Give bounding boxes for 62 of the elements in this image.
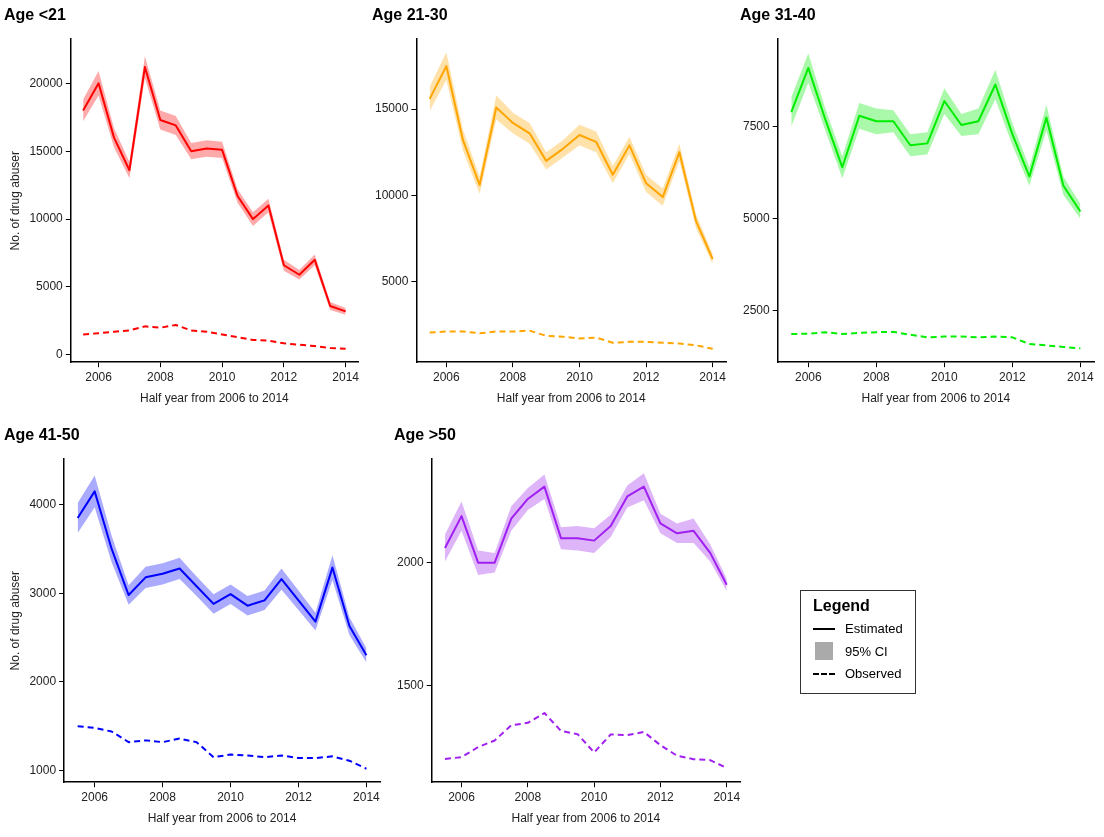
x-tick-label: 2008 (862, 369, 890, 384)
x-tick-label: 2010 (566, 369, 594, 384)
y-tick-label: 7500 (742, 119, 771, 134)
x-tick-label: 2012 (270, 369, 298, 384)
x-tick-label: 2014 (1067, 369, 1095, 384)
x-tick-label: 2008 (514, 789, 542, 804)
y-tick-label: 15000 (374, 101, 409, 116)
x-tick-label: 2014 (353, 789, 381, 804)
text: Estimated (845, 621, 903, 636)
line-series (82, 324, 347, 350)
y-tick-label: 4000 (29, 496, 57, 511)
text: 95% CI (845, 643, 888, 659)
y-tick-label: 2000 (29, 674, 57, 689)
chart-title: Age >50 (394, 426, 456, 444)
y-tick-label: 10000 (29, 211, 64, 226)
y-tick-label: 20000 (29, 75, 64, 90)
x-tick-label: 2010 (217, 789, 245, 804)
chart-title: Age 31-40 (740, 6, 816, 24)
chart-title: Age 41-50 (4, 426, 80, 444)
y-axis-title: No. of drug abuser (7, 571, 22, 671)
chart-title: Age 21-30 (372, 6, 448, 24)
x-tick-label: 2010 (580, 789, 608, 804)
x-tick-label: 2006 (81, 789, 109, 804)
y-axis-title: No. of drug abuser (7, 151, 22, 251)
y-tick-label: 5000 (381, 273, 409, 288)
x-tick-label: 2012 (647, 789, 675, 804)
x-tick-label: 2008 (499, 369, 527, 384)
legend-title: Legend (813, 597, 871, 615)
x-tick-label: 2008 (149, 789, 177, 804)
line-series (428, 329, 714, 350)
x-axis-title: Half year from 2006 to 2014 (147, 811, 297, 826)
line-series (76, 725, 368, 770)
line-series (790, 330, 1082, 350)
text: Observed (845, 666, 902, 681)
x-tick-label: 2012 (632, 369, 660, 384)
y-tick-label: 5000 (742, 211, 771, 226)
y-tick-label: 1500 (396, 677, 425, 692)
x-tick-label: 2012 (285, 789, 313, 804)
x-tick-label: 2010 (931, 369, 959, 384)
x-tick-label: 2006 (85, 369, 113, 384)
x-tick-label: 2008 (146, 369, 175, 384)
x-axis-title: Half year from 2006 to 2014 (496, 391, 646, 406)
x-axis-title: Half year from 2006 to 2014 (861, 391, 1011, 406)
x-tick-label: 2014 (713, 789, 741, 804)
y-tick-label: 10000 (374, 187, 409, 202)
chart-title: Age <21 (4, 6, 66, 24)
y-tick-label: 2000 (396, 555, 425, 570)
y-tick-label: 1000 (29, 762, 57, 777)
x-tick-label: 2014 (332, 369, 360, 384)
x-axis-title: Half year from 2006 to 2014 (511, 811, 661, 826)
x-tick-label: 2006 (432, 369, 460, 384)
x-tick-label: 2006 (794, 369, 822, 384)
x-tick-label: 2006 (448, 789, 476, 804)
x-tick-label: 2014 (699, 369, 727, 384)
x-tick-label: 2012 (999, 369, 1027, 384)
y-tick-label: 5000 (36, 279, 64, 294)
y-tick-label: 0 (56, 347, 64, 362)
x-tick-label: 2010 (208, 369, 236, 384)
x-axis-title: Half year from 2006 to 2014 (140, 391, 290, 406)
y-tick-label: 2500 (742, 303, 771, 318)
y-tick-label: 15000 (29, 143, 64, 158)
y-tick-label: 3000 (29, 585, 57, 600)
